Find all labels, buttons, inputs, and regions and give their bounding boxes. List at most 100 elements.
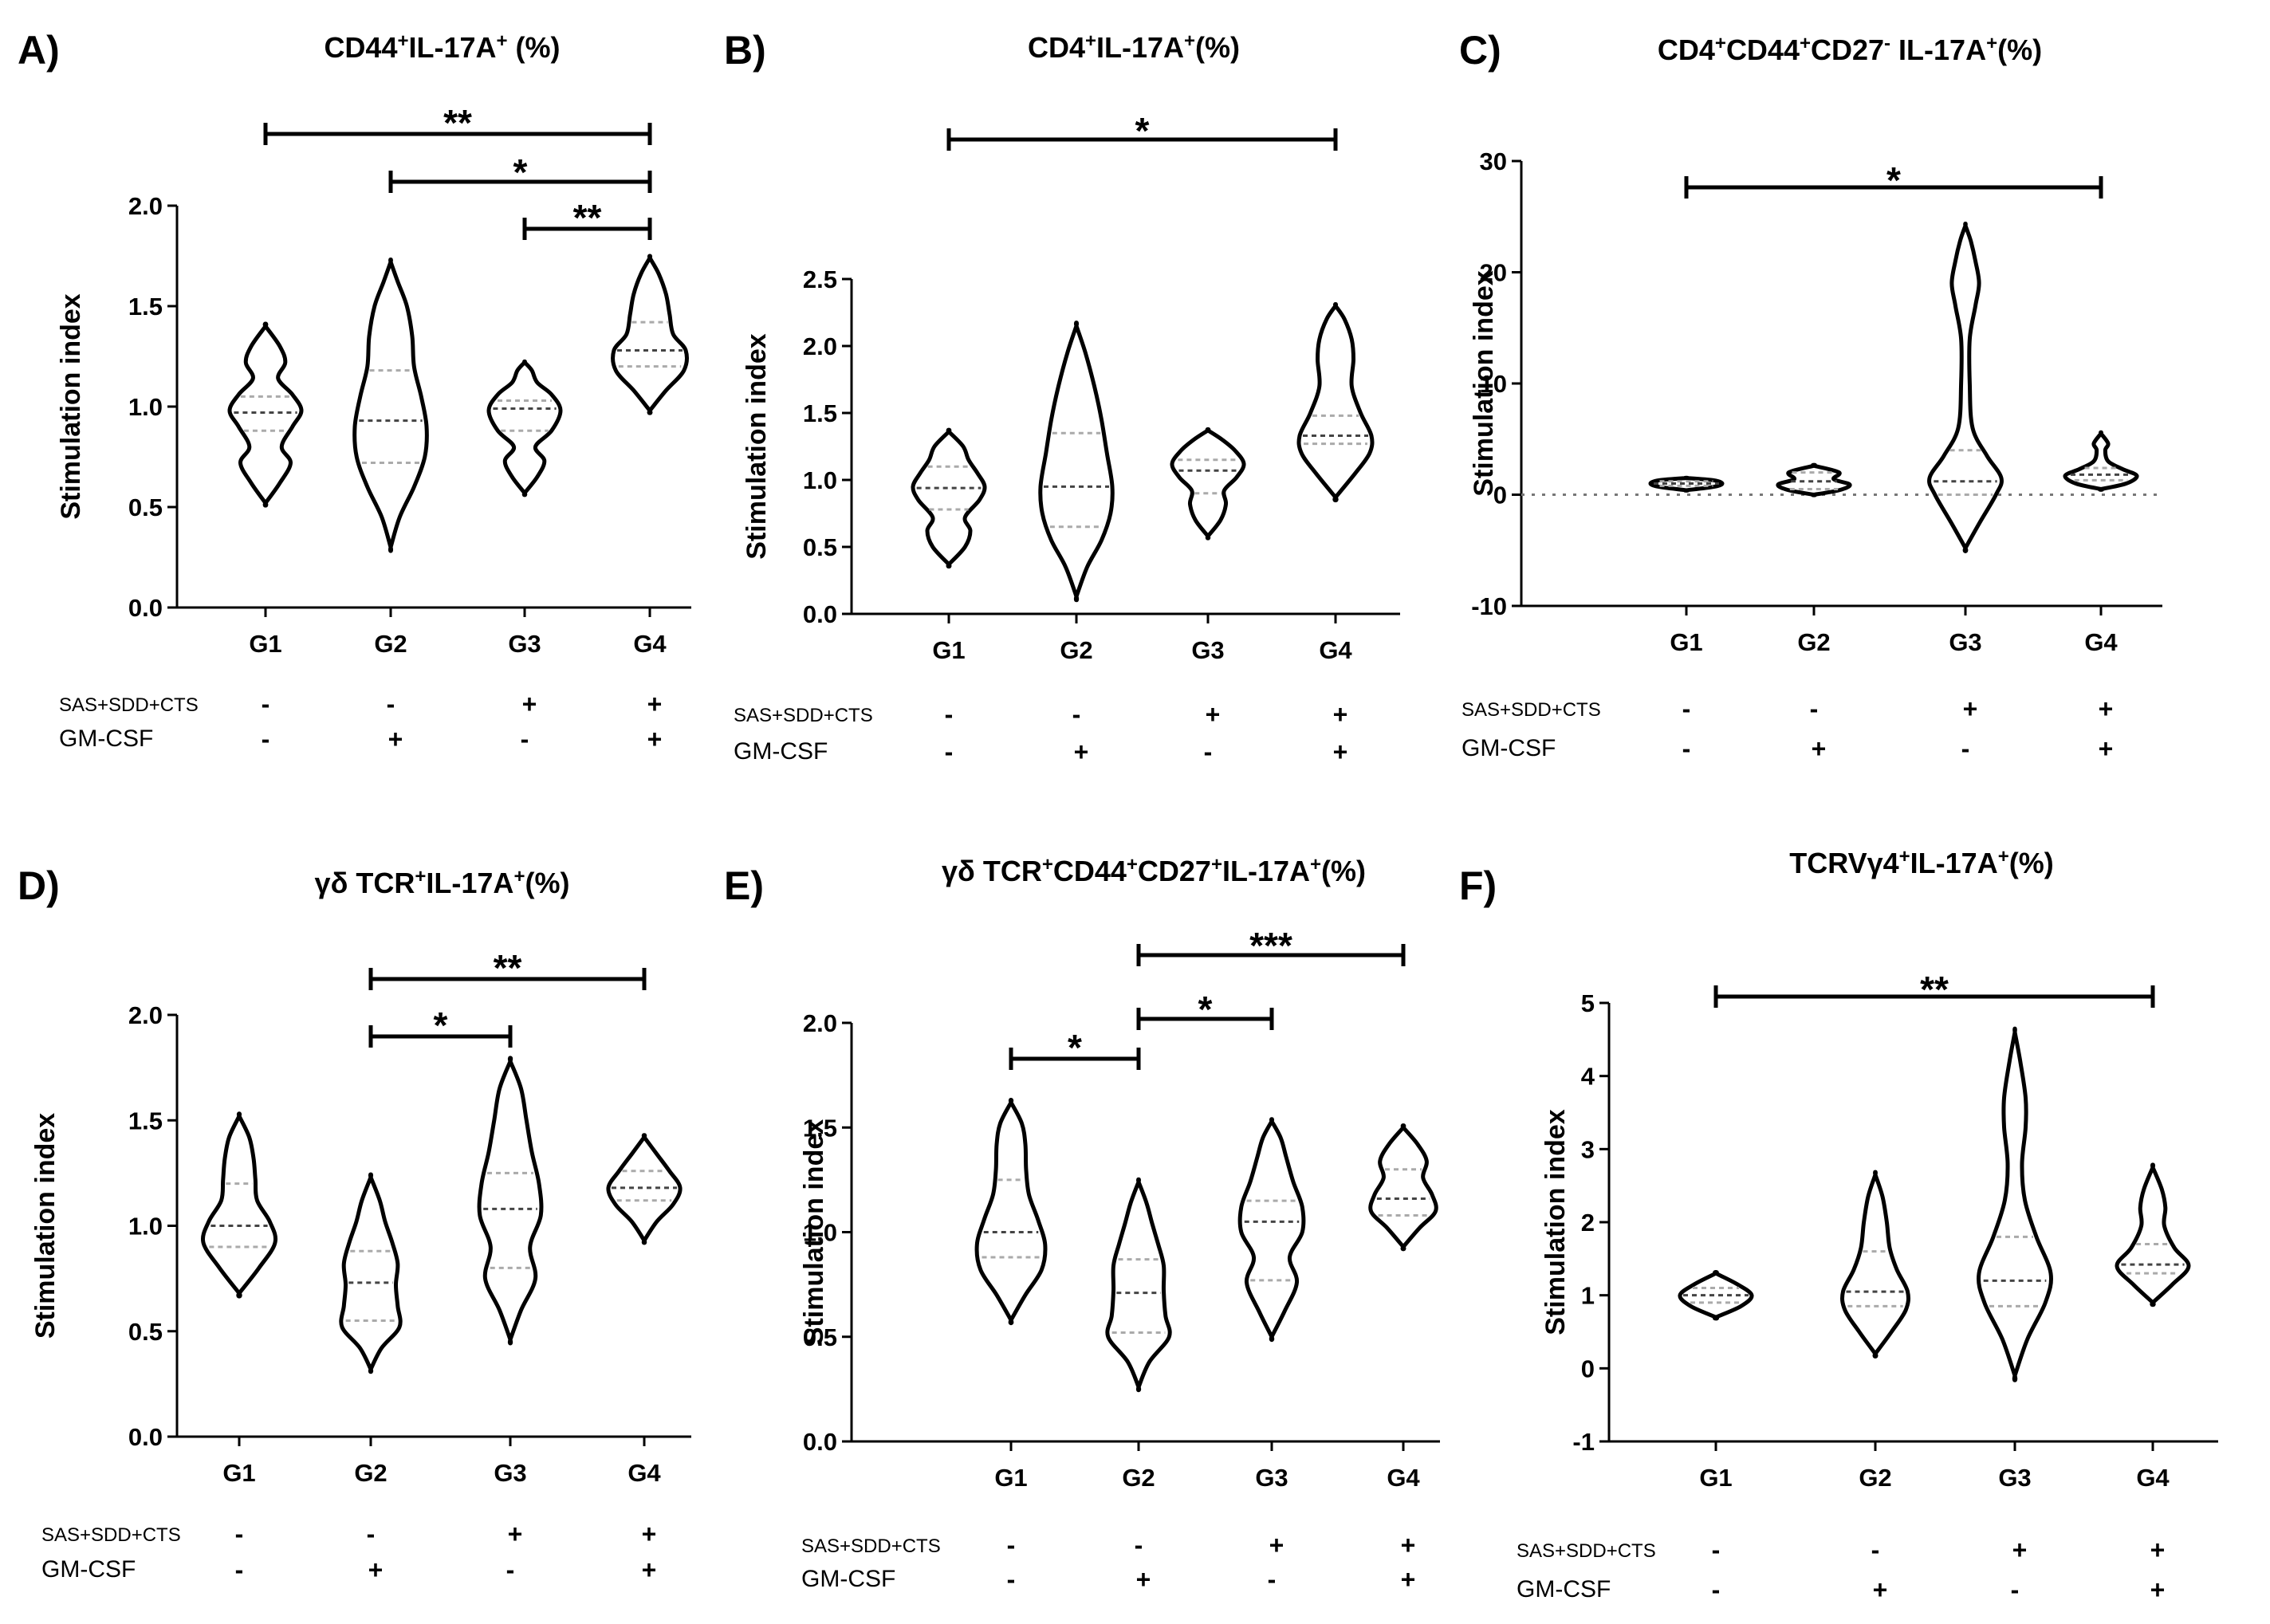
treatment-symbol: + xyxy=(388,725,403,753)
y-tick-label: 20 xyxy=(1480,259,1507,287)
treatment-label: SAS+SDD+CTS xyxy=(734,705,873,726)
y-tick-label: 0.5 xyxy=(128,493,163,521)
x-tick-label-g1: G1 xyxy=(932,636,965,664)
treatment-symbol: - xyxy=(2011,1575,2020,1604)
treatment-label: SAS+SDD+CTS xyxy=(1462,699,1601,721)
panel-a: A) CD44+IL-17A+ (%)Stimulation index0.00.… xyxy=(18,28,691,753)
violin-g2 xyxy=(1038,320,1115,603)
violin-g3 xyxy=(1237,1117,1306,1343)
title-segment: γδ TCR xyxy=(942,855,1042,887)
x-tick-label-g2: G2 xyxy=(1060,636,1092,664)
treatment-symbol: - xyxy=(506,1555,515,1584)
treatment-symbol: - xyxy=(1961,734,1970,763)
violin-g4 xyxy=(1296,302,1375,502)
title-segment: IL-17A xyxy=(1910,847,1998,879)
treatment-label: SAS+SDD+CTS xyxy=(801,1536,941,1557)
y-tick-label: 1.5 xyxy=(803,1114,837,1142)
panel-letter: A) xyxy=(18,28,60,73)
treatment-label: SAS+SDD+CTS xyxy=(41,1524,181,1546)
violin-g1 xyxy=(911,427,987,568)
treatment-symbol: - xyxy=(367,1520,376,1548)
panel-b: B) CD4+IL-17A+(%)Stimulation index0.00.51… xyxy=(724,28,1400,766)
treatment-symbol: + xyxy=(1206,700,1221,729)
violin-g4 xyxy=(606,1133,683,1245)
x-tick-label-g4: G4 xyxy=(633,630,667,658)
x-tick-label-g2: G2 xyxy=(374,630,407,658)
violin-g4 xyxy=(611,254,689,415)
panel-c: C) CD4+CD44+CD27- IL-17A+(%)Stimulation i… xyxy=(1459,28,2162,763)
treatment-symbol: + xyxy=(642,1520,657,1548)
treatment-symbol: - xyxy=(945,700,954,729)
violin-g2 xyxy=(339,1172,403,1374)
violin-g1 xyxy=(1648,475,1725,493)
violin-g3 xyxy=(477,1056,544,1346)
y-axis-label: Stimulation index xyxy=(30,1113,61,1339)
title-superscript: + xyxy=(513,866,525,887)
title-segment: (%) xyxy=(508,31,561,64)
treatment-symbol: + xyxy=(2099,734,2114,763)
treatment-symbol: - xyxy=(1135,1531,1143,1559)
title-segment: CD4 xyxy=(1028,31,1085,64)
treatment-symbol: - xyxy=(387,690,395,718)
y-tick-label: 1.5 xyxy=(803,399,837,427)
y-tick-label: 1 xyxy=(1581,1282,1595,1310)
treatment-symbol: + xyxy=(1074,737,1089,766)
y-tick-label: 0 xyxy=(1581,1355,1595,1382)
panel-title: CD44+IL-17A+ (%) xyxy=(324,30,560,65)
y-tick-label: 4 xyxy=(1581,1063,1595,1091)
y-tick-label: 1.0 xyxy=(128,1213,163,1241)
violin-g3 xyxy=(1977,1026,2053,1382)
treatment-label: GM-CSF xyxy=(801,1566,895,1592)
y-tick-label: 0 xyxy=(1493,482,1507,509)
violin-g2 xyxy=(352,257,429,553)
panel-letter: D) xyxy=(18,863,60,908)
treatment-label: GM-CSF xyxy=(1517,1576,1611,1602)
title-segment: CD4 xyxy=(1658,33,1715,66)
y-tick-label: 3 xyxy=(1581,1135,1595,1163)
title-segment: CD44 xyxy=(324,31,397,64)
treatment-symbol: - xyxy=(262,725,270,753)
y-axis-label: Stimulation index xyxy=(799,1119,829,1345)
title-superscript: + xyxy=(1715,33,1726,54)
y-tick-label: 1.0 xyxy=(803,466,837,494)
treatment-symbol: - xyxy=(262,690,270,718)
treatment-symbol: + xyxy=(1963,694,1978,723)
title-segment: IL-17A xyxy=(1096,31,1184,64)
y-tick-label: 1.0 xyxy=(128,393,163,421)
y-tick-label: 0.0 xyxy=(128,1423,163,1451)
significance-stars: * xyxy=(1198,989,1213,1030)
title-segment: IL-17A xyxy=(426,867,513,899)
treatment-symbol: - xyxy=(1712,1536,1721,1564)
y-tick-label: 30 xyxy=(1480,147,1507,175)
y-tick-label: 1.5 xyxy=(128,1107,163,1134)
title-segment: CD44 xyxy=(1053,855,1127,887)
x-tick-label-g4: G4 xyxy=(2136,1464,2170,1492)
y-axis-label: Stimulation index xyxy=(1469,270,1499,496)
treatment-symbol: + xyxy=(368,1555,384,1584)
significance-stars: ** xyxy=(443,102,472,144)
x-tick-label-g3: G3 xyxy=(1949,628,1981,656)
title-segment: (%) xyxy=(1195,31,1240,64)
title-superscript: + xyxy=(1085,30,1096,52)
violin-g2 xyxy=(1776,462,1852,497)
y-tick-label: 1.0 xyxy=(803,1219,837,1247)
x-tick-label-g1: G1 xyxy=(1670,628,1702,656)
title-superscript: + xyxy=(1042,854,1053,875)
y-tick-label: 2.5 xyxy=(803,265,837,293)
title-superscript: + xyxy=(1310,854,1321,875)
y-tick-label: 2.0 xyxy=(128,1001,163,1029)
y-axis-label: Stimulation index xyxy=(742,333,772,559)
treatment-symbol: - xyxy=(1007,1531,1016,1559)
y-tick-label: 0.0 xyxy=(803,1428,837,1456)
treatment-symbol: + xyxy=(1873,1575,1888,1604)
y-tick-label: 2 xyxy=(1581,1209,1595,1237)
x-tick-label-g4: G4 xyxy=(2084,628,2118,656)
panel-d: D) γδ TCR+IL-17A+(%)Stimulation index0.00… xyxy=(18,863,691,1584)
x-tick-label-g3: G3 xyxy=(1191,636,1224,664)
panel-title: TCRVγ4+IL-17A+(%) xyxy=(1789,846,2053,880)
panel-e: E) γδ TCR+CD44+CD27+IL-17A+(%)Stimulation… xyxy=(724,854,1440,1594)
violin-g2 xyxy=(1105,1177,1172,1393)
title-superscript: + xyxy=(1211,854,1222,875)
treatment-label: GM-CSF xyxy=(41,1556,136,1583)
